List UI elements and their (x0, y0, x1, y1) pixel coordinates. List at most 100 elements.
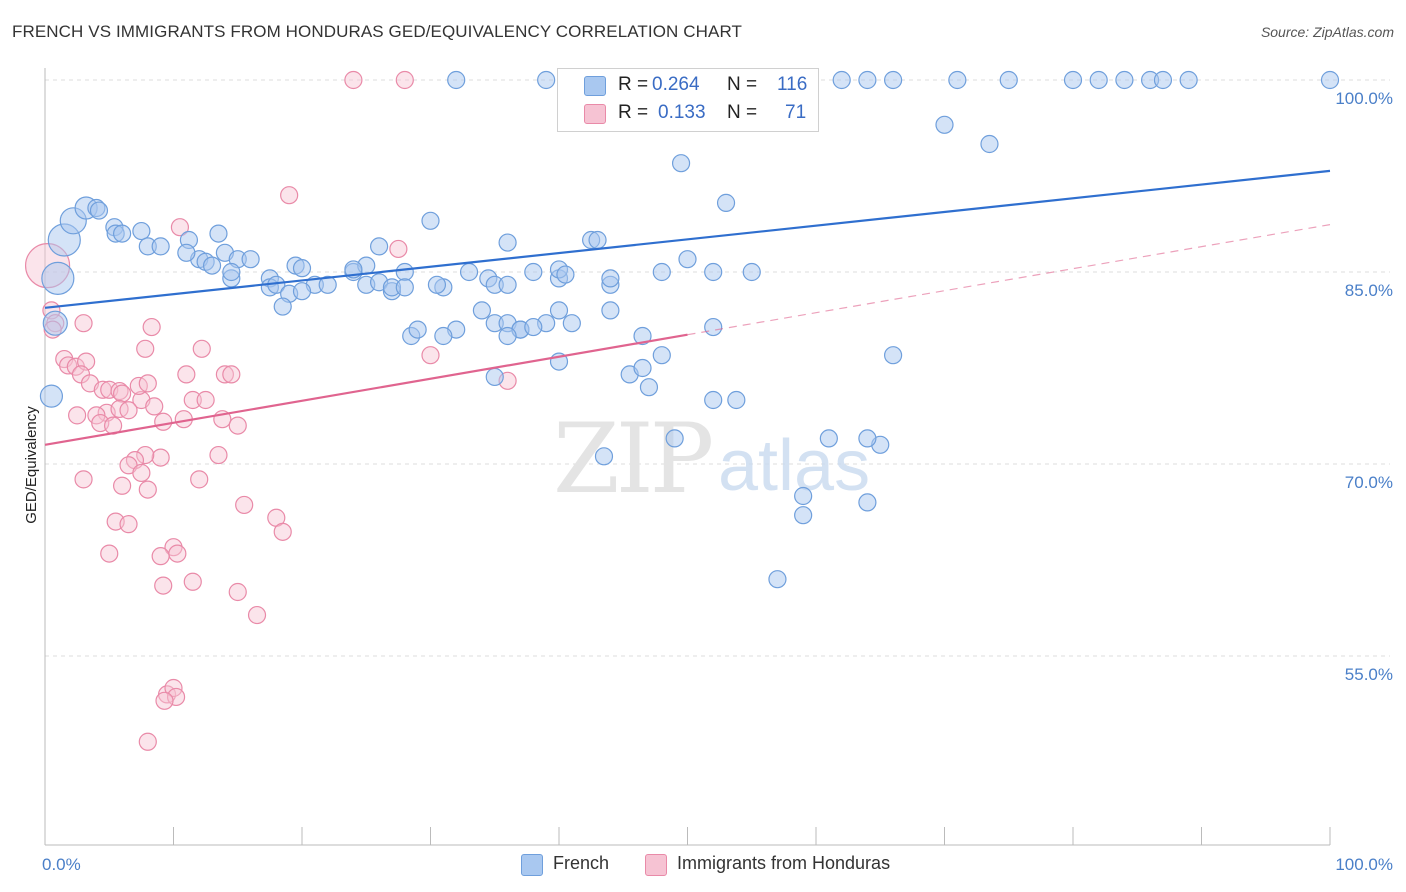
honduras-point (138, 480, 157, 499)
french-point (794, 486, 813, 506)
honduras-point (112, 476, 132, 495)
gridlines (45, 79, 1390, 657)
french-point (459, 262, 479, 282)
honduras-point (183, 572, 202, 591)
french-point (427, 275, 447, 294)
french-point (819, 429, 838, 448)
french-point (292, 259, 312, 278)
legend-r-label: R = (618, 102, 649, 123)
french-point (202, 256, 222, 275)
french-point (1089, 70, 1108, 90)
french-point (999, 70, 1018, 90)
french-point (408, 320, 427, 339)
honduras-point (154, 576, 173, 595)
tick-labels: 100.0% 85.0% 70.0% 55.0% 0.0% 100.0% (42, 89, 1393, 874)
legend-french-r: 0.264 (652, 74, 700, 95)
honduras-point (119, 401, 138, 420)
honduras-point (247, 605, 267, 625)
legend-r-label: R = (618, 74, 649, 95)
honduras-point (59, 356, 78, 375)
french-point (980, 134, 999, 154)
french-point (678, 250, 697, 269)
french-point (948, 70, 967, 90)
honduras-point (142, 317, 161, 337)
honduras-point (110, 381, 129, 401)
french-point (652, 262, 671, 282)
legend-honduras-r: 0.133 (658, 102, 706, 123)
honduras-point (273, 522, 292, 541)
watermark-zip: ZIP (553, 403, 712, 515)
honduras-point (170, 218, 190, 237)
correlation-legend: R = 0.264 N = 116 R = 0.133 N = 71 (557, 68, 819, 132)
honduras-point (68, 406, 87, 425)
honduras-trend-line (44, 333, 688, 446)
french-point (273, 297, 292, 316)
french-point (498, 233, 517, 252)
honduras-point (155, 691, 174, 710)
french-point (652, 346, 671, 365)
french-point (537, 70, 556, 90)
french-point (588, 230, 607, 250)
honduras-point (74, 470, 93, 489)
french-point (639, 378, 659, 397)
french-point (665, 429, 684, 448)
french-point (524, 317, 543, 337)
french-point (556, 265, 575, 284)
french-point (633, 358, 652, 378)
honduras-point (132, 463, 151, 483)
french-point (1153, 70, 1173, 90)
honduras-point (151, 547, 170, 566)
legend-honduras-n: 71 (785, 102, 807, 123)
honduras-point (138, 732, 157, 751)
french-point (562, 314, 581, 333)
french-point (671, 154, 691, 173)
y-tick-label: 55.0% (1345, 665, 1393, 684)
french-point (318, 275, 337, 294)
honduras-point (235, 495, 254, 515)
french-point (42, 310, 68, 336)
french-point (1179, 70, 1198, 90)
french-point (498, 326, 517, 346)
french-swatch (521, 854, 543, 876)
french-point (794, 506, 813, 525)
honduras-point (166, 687, 186, 707)
y-tick-label: 70.0% (1345, 473, 1393, 492)
chart-title: FRENCH VS IMMIGRANTS FROM HONDURAS GED/E… (12, 22, 743, 41)
bottom-legend-french-label: French (553, 853, 610, 873)
watermark-atlas: atlas (718, 426, 870, 506)
honduras-point (183, 390, 202, 410)
honduras-point (395, 70, 414, 90)
honduras-point (344, 70, 363, 90)
french-point (832, 70, 851, 90)
french-point (742, 262, 761, 282)
honduras-swatch (584, 104, 606, 124)
axes (44, 68, 1331, 846)
honduras-point (145, 397, 164, 416)
french-point (704, 317, 723, 337)
honduras-point (138, 374, 157, 393)
french-point (39, 384, 64, 408)
french-point (292, 282, 312, 301)
french-point (727, 390, 746, 410)
french-point (89, 201, 109, 220)
french-point (434, 326, 453, 346)
legend-n-label: N = (727, 102, 758, 123)
french-point (858, 429, 877, 448)
french-point (485, 367, 504, 387)
honduras-point (190, 470, 209, 489)
honduras-point (196, 390, 215, 410)
honduras-trend-extension (687, 224, 1331, 336)
honduras-point (215, 365, 234, 384)
french-point (41, 261, 75, 295)
french-point (1115, 70, 1134, 90)
french-point (883, 70, 903, 90)
honduras-point (119, 515, 138, 534)
french-point (132, 221, 151, 241)
y-axis-label: GED/Equivalency (23, 406, 40, 524)
honduras-point (168, 544, 187, 563)
trend-lines (44, 169, 1331, 446)
honduras-point (389, 239, 408, 259)
honduras-point (136, 339, 155, 358)
watermark: ZIP atlas (553, 403, 870, 515)
honduras-point (136, 445, 155, 465)
